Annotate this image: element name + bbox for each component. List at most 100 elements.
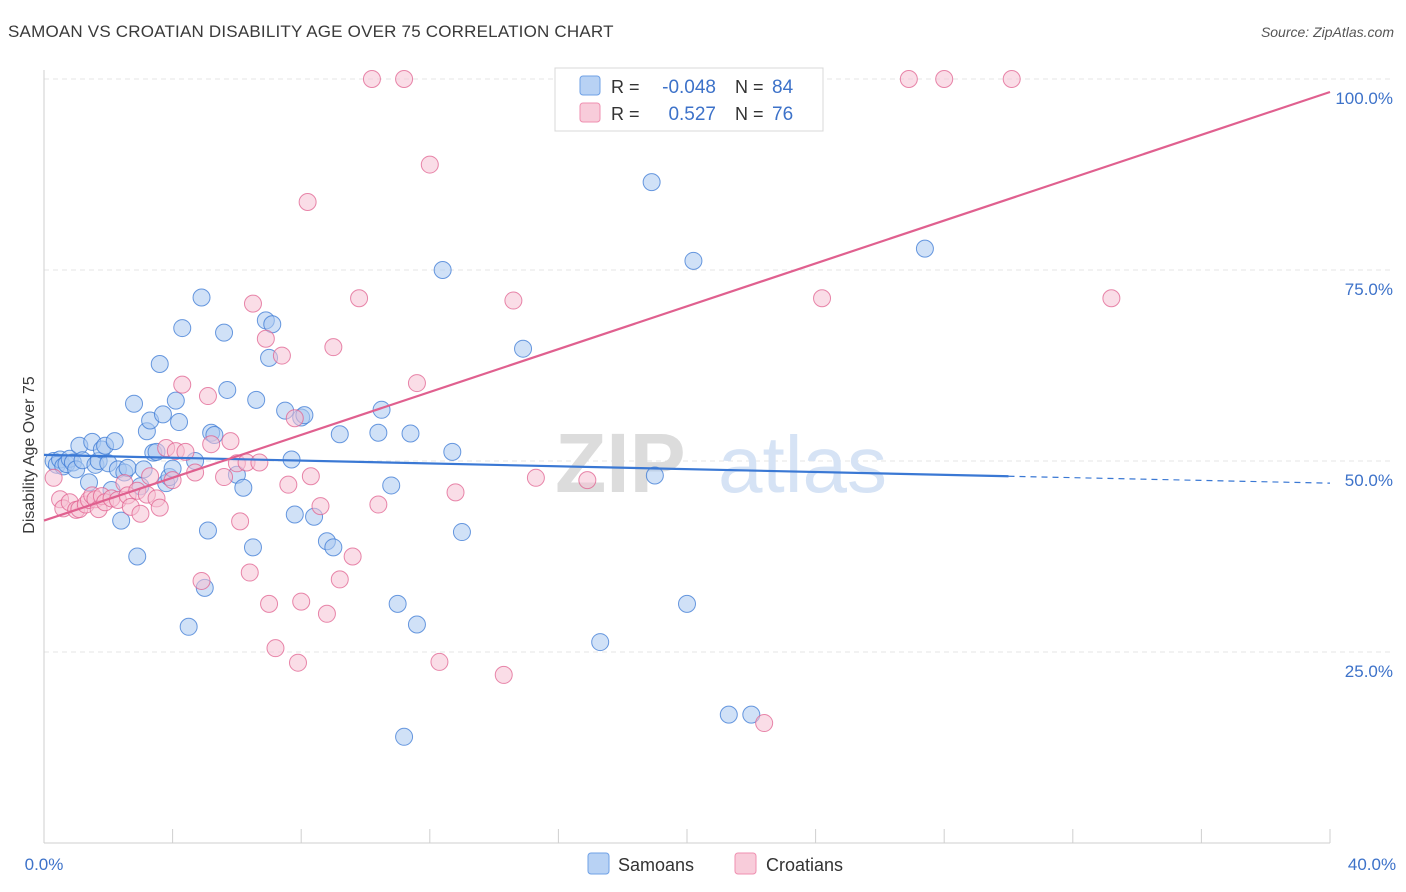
samoans-point (215, 323, 234, 342)
croatians-point (198, 387, 217, 406)
x-tick-label-max: 40.0% (1348, 855, 1396, 874)
samoans-point (330, 425, 349, 444)
croatians-point (173, 375, 192, 394)
samoans-point (218, 380, 237, 399)
croatians-point (215, 468, 234, 487)
croatians-point (131, 504, 150, 523)
croatians-point (446, 483, 465, 502)
samoans-trend-extension (1008, 475, 1331, 484)
watermark-atlas: atlas (718, 420, 887, 509)
croatians-point (526, 468, 545, 487)
series-legend: Samoans Croatians (587, 852, 843, 875)
samoans-point (170, 413, 189, 432)
croatians-point (350, 289, 369, 308)
legend-n-label-2: N = (735, 104, 764, 124)
croatians-point (240, 563, 259, 582)
samoans-point (915, 239, 934, 258)
legend-n-label-1: N = (735, 77, 764, 97)
croatians-point (192, 571, 211, 590)
croatians-point (494, 665, 513, 684)
legend-n-value-1: 84 (772, 77, 794, 98)
samoans-point (179, 617, 198, 636)
croatians-point (369, 495, 388, 514)
y-tick-label: 75.0% (1345, 280, 1393, 299)
croatians-trend-line (43, 90, 1331, 522)
croatians-point (755, 714, 774, 733)
samoans-point (128, 547, 147, 566)
samoans-point (395, 727, 414, 746)
croatians-point (317, 604, 336, 623)
croatians-point (407, 374, 426, 393)
samoans-point (285, 505, 304, 524)
croatians-point (420, 155, 439, 174)
samoans-point (153, 405, 172, 424)
y-tick-label: 25.0% (1345, 662, 1393, 681)
croatians-point (202, 435, 221, 454)
samoans-point (388, 594, 407, 613)
x-tick-label-min: 0.0% (25, 855, 64, 874)
samoans-point (243, 538, 262, 557)
samoans-point (452, 523, 471, 542)
croatians-point (343, 547, 362, 566)
legend-n-value-2: 76 (772, 104, 793, 125)
samoans-point (112, 511, 131, 530)
croatians-point (298, 193, 317, 212)
legend-label-croatians: Croatians (766, 855, 843, 875)
samoans-point (247, 390, 266, 409)
samoans-point (443, 442, 462, 461)
croatians-point (256, 329, 275, 348)
samoans-point (150, 354, 169, 373)
samoans-point (514, 339, 533, 358)
croatians-point (221, 432, 240, 451)
croatians-point (176, 442, 195, 461)
watermark-zip: ZIP (555, 416, 686, 510)
croatians-point (813, 289, 832, 308)
samoans-point (684, 251, 703, 270)
legend-r-value-2: 0.527 (668, 104, 716, 125)
croatians-point (272, 346, 291, 365)
croatians-point (362, 70, 381, 88)
croatians-point (243, 294, 262, 313)
samoans-point (166, 391, 185, 410)
y-tick-labels: 25.0% 50.0% 75.0% 100.0% (1335, 89, 1393, 681)
samoans-point (401, 424, 420, 443)
samoans-point (719, 705, 738, 724)
samoans-point (433, 261, 452, 279)
legend-swatch-croatians-bottom (734, 852, 757, 875)
samoans-point (118, 458, 137, 477)
samoans-point (173, 319, 192, 338)
croatians-point (899, 70, 918, 88)
croatians-point (266, 639, 285, 658)
samoans-point (645, 466, 664, 485)
samoans-point (105, 432, 124, 451)
y-axis-label: Disability Age Over 75 (21, 376, 38, 534)
croatians-point (260, 594, 279, 613)
croatians-point (935, 70, 954, 88)
samoans-point (382, 476, 401, 495)
x-axis-ticks (172, 829, 1331, 843)
series-croatians (44, 70, 1121, 733)
samoans-trend-line (43, 453, 1009, 478)
y-tick-label: 50.0% (1345, 471, 1393, 490)
croatians-point (1002, 70, 1021, 88)
source-label: Source: ZipAtlas.com (1260, 24, 1394, 40)
trend-lines (43, 90, 1331, 522)
samoans-point (369, 423, 388, 442)
samoans-point (678, 594, 696, 613)
croatians-point (311, 497, 330, 516)
legend-swatch-croatians (579, 102, 601, 123)
croatians-point (279, 475, 298, 494)
croatians-point (292, 592, 311, 611)
croatians-point (150, 498, 169, 517)
samoans-point (642, 173, 661, 192)
legend-label-samoans: Samoans (618, 855, 694, 875)
samoans-point (591, 633, 610, 652)
croatians-point (395, 70, 414, 88)
samoans-point (407, 615, 426, 634)
samoans-point (324, 538, 343, 557)
samoans-point (125, 394, 144, 413)
croatians-point (1102, 289, 1121, 308)
croatians-point (44, 468, 63, 487)
croatians-point (231, 512, 250, 531)
